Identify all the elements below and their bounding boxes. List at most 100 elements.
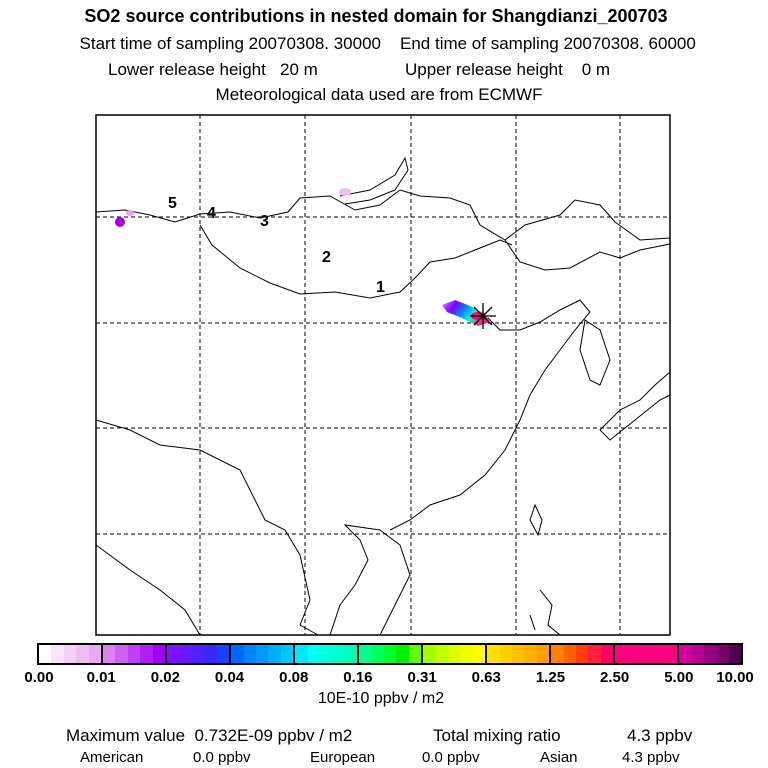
colorbar-tick-label: 0.01 (86, 669, 116, 686)
end-time: End time of sampling 20070308. 60000 (400, 34, 696, 53)
japan-coast (599, 371, 671, 441)
lower-release-height: Lower release height 20 m (108, 60, 318, 79)
colorbar-swatch (357, 645, 372, 663)
european-value: 0.0 ppbv (422, 749, 480, 766)
colorbar-swatch (549, 645, 564, 663)
colorbar-swatch (191, 645, 205, 663)
mongolia-border (199, 224, 513, 299)
taiwan-coast (529, 503, 543, 537)
philippines (529, 589, 561, 636)
colorbar-swatch (204, 645, 217, 663)
colorbar-swatch (499, 645, 513, 663)
colorbar-swatch (332, 645, 345, 663)
colorbar-swatch (371, 645, 384, 663)
colorbar-swatch (512, 645, 525, 663)
colorbar-swatch (115, 645, 128, 663)
colorbar-tick-label: 1.25 (535, 669, 566, 686)
colorbar-swatch (293, 645, 308, 663)
colorbar-swatch (383, 645, 397, 663)
total-mixing-label: Total mixing ratio (433, 726, 561, 745)
colorbar-swatch (421, 645, 436, 663)
start-time: Start time of sampling 20070308. 30000 (79, 34, 381, 53)
colorbar-swatch (524, 645, 537, 663)
colorbar-swatch (640, 645, 653, 663)
colorbar-swatch (485, 645, 500, 663)
india-coast (95, 544, 201, 636)
colorbar-tick-label: 2.50 (600, 669, 630, 686)
asian-label: Asian (540, 749, 578, 766)
coastlines-borders (95, 156, 671, 636)
southeast-asia (95, 419, 411, 636)
korea-coast (579, 319, 611, 386)
plot-title: SO2 source contributions in nested domai… (84, 6, 668, 26)
colorbar-swatch (716, 645, 729, 663)
colorbar-swatch (448, 645, 461, 663)
colorbar-swatch (39, 645, 52, 663)
station-marker-icon (470, 303, 496, 329)
colorbar-swatch (243, 645, 256, 663)
colorbar-swatch (152, 645, 166, 663)
colorbar-tick-label: 0.63 (471, 669, 501, 686)
baikal-coast (339, 156, 409, 205)
plume-patch (126, 210, 134, 216)
colorbar-swatch (255, 645, 269, 663)
colorbar-tick-label: 0.00 (24, 669, 54, 686)
colorbar-swatch (165, 645, 180, 663)
colorbar-tick-label: 0.02 (150, 669, 180, 686)
map-frame (95, 114, 671, 636)
total-mixing-value: 4.3 ppbv (627, 726, 693, 745)
colorbar-tick-label: 5.00 (664, 669, 694, 686)
china-coast (389, 299, 591, 531)
colorbar-swatch (691, 645, 705, 663)
region-label: 4 (207, 205, 216, 222)
colorbar-swatch (319, 645, 333, 663)
colorbar-swatch (127, 645, 141, 663)
colorbar-swatch (576, 645, 589, 663)
colorbar-swatch (88, 645, 102, 663)
colorbar-swatch (613, 645, 628, 663)
met-data-source: Meteorological data used are from ECMWF (215, 85, 543, 104)
upper-release-height: Upper release height 0 m (405, 60, 611, 79)
colorbar-swatch (664, 645, 678, 663)
colorbar-swatch (344, 645, 358, 663)
colorbar-tick-label: 10.00 (716, 669, 754, 686)
colorbar-swatch (728, 645, 742, 663)
colorbar-swatch (408, 645, 422, 663)
colorbar-swatch (179, 645, 192, 663)
colorbar-swatch (563, 645, 577, 663)
colorbar-swatch (627, 645, 641, 663)
colorbar-swatch (51, 645, 64, 663)
colorbar-tick-label: 0.08 (279, 669, 309, 686)
plume-patch (339, 188, 351, 196)
colorbar-swatch (63, 645, 77, 663)
american-value: 0.0 ppbv (193, 749, 251, 766)
region-label: 3 (260, 213, 269, 230)
region-label: 1 (376, 279, 385, 296)
colorbar-swatch (536, 645, 550, 663)
colorbar-swatch (268, 645, 281, 663)
colorbar-swatch (588, 645, 601, 663)
colorbar-swatch (216, 645, 230, 663)
colorbar-swatch (472, 645, 486, 663)
region-label: 5 (168, 195, 177, 212)
region-label: 2 (322, 249, 331, 266)
max-value: Maximum value 0.732E-09 ppbv / m2 (66, 726, 353, 745)
colorbar-tick-label: 0.31 (407, 669, 437, 686)
colorbar-swatch (101, 645, 116, 663)
plume (115, 188, 490, 326)
colorbar-tick-label: 0.04 (214, 669, 245, 686)
colorbar-swatch (280, 645, 294, 663)
china-northeast (504, 239, 671, 271)
colorbar (37, 643, 743, 665)
colorbar-swatch (677, 645, 692, 663)
colorbar-swatch (76, 645, 89, 663)
colorbar-swatch (307, 645, 320, 663)
asian-value: 4.3 ppbv (622, 749, 680, 766)
colorbar-swatch (396, 645, 409, 663)
colorbar-swatch (600, 645, 614, 663)
colorbar-swatch (229, 645, 244, 663)
american-label: American (80, 749, 144, 766)
colorbar-swatch (652, 645, 665, 663)
